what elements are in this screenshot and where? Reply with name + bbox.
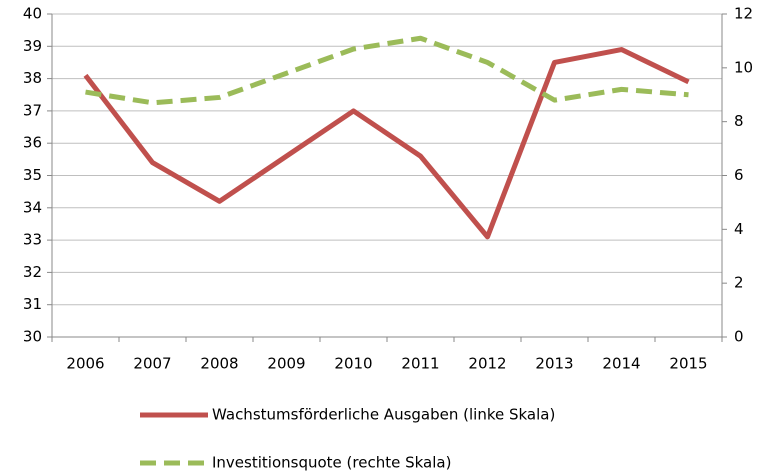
- x-tick-label: 2014: [602, 355, 640, 373]
- y2-tick-label: 2: [734, 274, 744, 292]
- y-tick-label: 31: [23, 295, 42, 313]
- y2-tick-label: 12: [734, 5, 753, 23]
- y-tick-label: 39: [23, 37, 42, 55]
- series-line: [85, 35, 689, 106]
- y2-tick-label: 8: [734, 112, 744, 130]
- series-line: [83, 47, 690, 240]
- y-tick-label: 33: [23, 231, 42, 249]
- x-tick-label: 2013: [535, 355, 573, 373]
- y2-tick-label: 10: [734, 58, 753, 76]
- x-tick-label: 2012: [468, 355, 506, 373]
- legend-label: Investitionsquote (rechte Skala): [212, 454, 451, 472]
- x-tick-label: 2007: [133, 355, 171, 373]
- y-tick-label: 34: [23, 198, 42, 216]
- y-tick-label: 36: [23, 134, 42, 152]
- x-tick-label: 2006: [66, 355, 104, 373]
- y-tick-label: 38: [23, 69, 42, 87]
- x-tick-label: 2011: [401, 355, 439, 373]
- y-tick-label: 30: [23, 328, 42, 346]
- y2-tick-label: 0: [734, 328, 744, 346]
- x-tick-label: 2015: [669, 355, 707, 373]
- y-tick-label: 35: [23, 166, 42, 184]
- y-tick-label: 40: [23, 5, 42, 23]
- legend-label: Wachstumsförderliche Ausgaben (linke Ska…: [212, 406, 555, 424]
- x-tick-label: 2008: [200, 355, 238, 373]
- y-tick-label: 37: [23, 101, 42, 119]
- y2-tick-label: 6: [734, 166, 744, 184]
- x-tick-label: 2009: [267, 355, 305, 373]
- y-tick-label: 32: [23, 263, 42, 281]
- x-tick-label: 2010: [334, 355, 372, 373]
- y2-tick-label: 4: [734, 220, 744, 238]
